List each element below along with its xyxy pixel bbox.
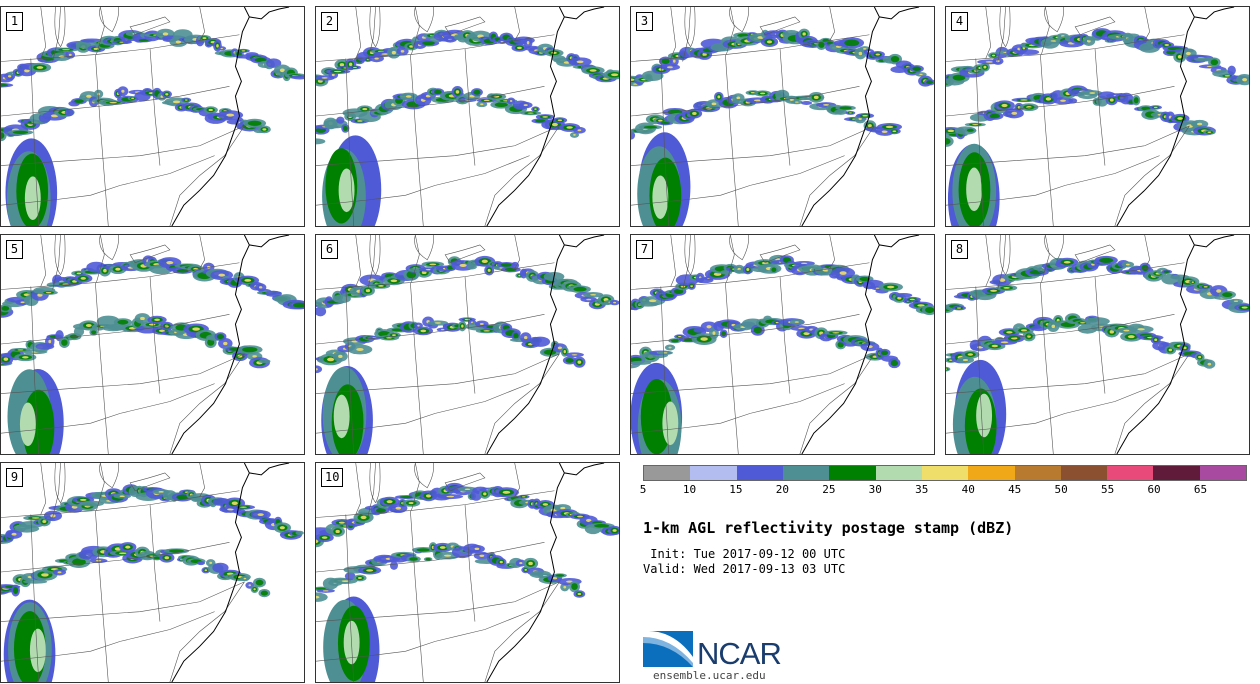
colorbar-segment: [690, 466, 737, 480]
radar-map: [631, 7, 934, 226]
basemap-borders: [946, 7, 1235, 226]
init-time: Init: Tue 2017-09-12 00 UTC: [643, 547, 846, 561]
colorbar-tick-label: 50: [1054, 483, 1068, 496]
colorbar-segment: [736, 466, 783, 480]
colorbar-segment: [644, 466, 691, 480]
colorbar-tick-label: 10: [682, 483, 697, 496]
colorbar-tick-label: 45: [1008, 483, 1022, 496]
reflectivity-field: [631, 28, 934, 226]
reflectivity-field: [631, 254, 934, 454]
colorbar-tick-label: 35: [915, 483, 929, 496]
colorbar-tick-label: 20: [775, 483, 789, 496]
member-label: 5: [6, 240, 23, 259]
ensemble-member-panel-1: 1: [0, 6, 305, 227]
radar-map: [316, 7, 619, 226]
reflectivity-field: [316, 482, 619, 682]
member-label: 8: [951, 240, 968, 259]
site-url: ensemble.ucar.edu: [653, 669, 766, 682]
reflectivity-field: [1, 28, 304, 226]
reflectivity-field: [316, 29, 619, 226]
member-label: 2: [321, 12, 338, 31]
radar-map: [946, 7, 1249, 226]
colorbar-tick-label: 55: [1100, 483, 1115, 496]
basemap-borders: [1, 7, 290, 226]
radar-map: [1, 7, 304, 226]
reflectivity-field: [946, 255, 1249, 454]
valid-time: Valid: Wed 2017-09-13 03 UTC: [643, 562, 846, 576]
reflectivity-field: [1, 484, 304, 682]
member-label: 1: [6, 12, 23, 31]
radar-map: [1, 235, 304, 454]
colorbar-tick-label: 65: [1193, 483, 1208, 496]
basemap-borders: [316, 7, 605, 226]
ensemble-member-panel-10: 10: [315, 462, 620, 683]
colorbar-segment: [1199, 466, 1247, 480]
ensemble-member-panel-3: 3: [630, 6, 935, 227]
member-label: 6: [321, 240, 338, 259]
reflectivity-field: [316, 255, 619, 454]
member-label: 9: [6, 468, 23, 487]
colorbar-segment: [1014, 466, 1061, 480]
member-label: 3: [636, 12, 653, 31]
colorbar-segment: [875, 466, 922, 480]
colorbar-segment: [921, 466, 969, 480]
basemap-borders: [316, 463, 605, 682]
basemap-borders: [1, 463, 290, 682]
radar-map: [631, 235, 934, 454]
colorbar-tick-label: 60: [1147, 483, 1161, 496]
colorbar-segment: [1107, 466, 1154, 480]
reflectivity-field: [1, 255, 304, 454]
ensemble-member-panel-9: 9: [0, 462, 305, 683]
radar-map: [1, 463, 304, 682]
member-label: 10: [321, 468, 344, 487]
ncar-logo-text: NCAR: [697, 636, 782, 671]
page-title: 1-km AGL reflectivity postage stamp (dBZ…: [643, 519, 1014, 537]
ensemble-member-panel-2: 2: [315, 6, 620, 227]
ensemble-member-panel-8: 8: [945, 234, 1250, 455]
ensemble-member-panel-5: 5: [0, 234, 305, 455]
basemap-borders: [946, 235, 1235, 454]
colorbar-tick-label: 25: [822, 483, 836, 496]
ensemble-member-panel-4: 4: [945, 6, 1250, 227]
colorbar-segment: [1153, 466, 1200, 480]
radar-map: [946, 235, 1249, 454]
colorbar-segment: [829, 466, 876, 480]
basemap-borders: [1, 235, 290, 454]
member-label: 4: [951, 12, 968, 31]
ncar-logo-icon: [643, 630, 693, 667]
radar-map: [316, 235, 619, 454]
basemap-borders: [631, 235, 920, 454]
ensemble-member-panel-6: 6: [315, 234, 620, 455]
radar-map: [316, 463, 619, 682]
member-label: 7: [636, 240, 653, 259]
ensemble-member-panel-7: 7: [630, 234, 935, 455]
colorbar-tick-label: 5: [639, 483, 647, 496]
colorbar-segment: [1060, 466, 1108, 480]
colorbar-tick-label: 15: [729, 483, 743, 496]
colorbar-ticks: 5 10 15 20 25 30 35 40 45 50 55 60 65: [639, 483, 1247, 497]
colorbar-tick-label: 30: [868, 483, 882, 496]
reflectivity-colorbar: [643, 465, 1247, 481]
colorbar-segment: [968, 466, 1015, 480]
colorbar-segment: [782, 466, 830, 480]
basemap-borders: [631, 7, 920, 226]
reflectivity-field: [946, 28, 1249, 226]
basemap-borders: [316, 235, 605, 454]
colorbar-tick-label: 40: [961, 483, 975, 496]
